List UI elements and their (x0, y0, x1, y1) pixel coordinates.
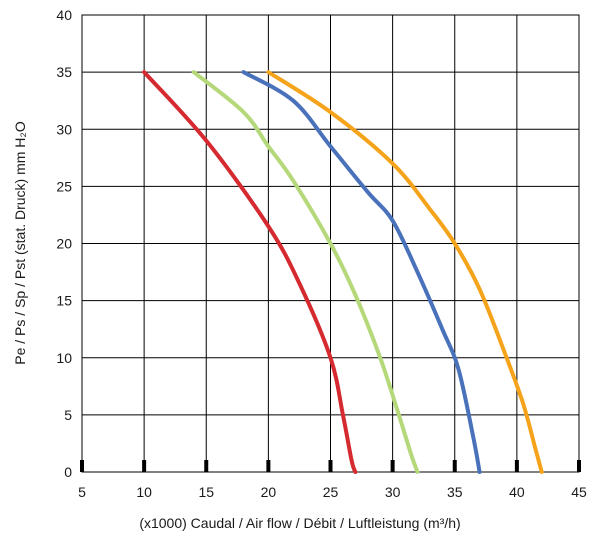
y-tick-label: 5 (64, 407, 72, 423)
x-tick-label: 15 (198, 484, 214, 500)
y-tick-label: 40 (56, 7, 72, 23)
series-lines (142, 70, 544, 474)
y-tick-label: 35 (56, 64, 72, 80)
y-axis-label: Pe / Ps / Sp / Pst (stat. Druck) mm H₂O (12, 121, 28, 365)
series-line-3 (241, 70, 482, 474)
y-tick-label: 30 (56, 121, 72, 137)
y-tick-label: 10 (56, 350, 72, 366)
x-tick-marks (80, 460, 581, 472)
x-tick-label: 40 (509, 484, 525, 500)
series-line-2 (191, 70, 420, 474)
x-tick-label: 30 (385, 484, 401, 500)
y-tick-label: 0 (64, 464, 72, 480)
x-tick-labels: 5 10 15 20 25 30 35 40 45 (78, 484, 587, 500)
y-tick-label: 25 (56, 178, 72, 194)
x-tick-label: 10 (136, 484, 152, 500)
x-tick-label: 35 (447, 484, 463, 500)
x-axis-label: (x1000) Caudal / Air flow / Débit / Luft… (139, 515, 460, 531)
y-tick-label: 15 (56, 293, 72, 309)
x-tick-label: 45 (571, 484, 587, 500)
series-line-4 (266, 70, 544, 474)
x-tick-label: 5 (78, 484, 86, 500)
y-tick-label: 20 (56, 236, 72, 252)
x-tick-label: 20 (261, 484, 277, 500)
x-tick-label: 25 (323, 484, 339, 500)
series-line-1 (142, 70, 358, 474)
y-tick-labels: 0 5 10 15 20 25 30 35 40 (56, 7, 72, 480)
